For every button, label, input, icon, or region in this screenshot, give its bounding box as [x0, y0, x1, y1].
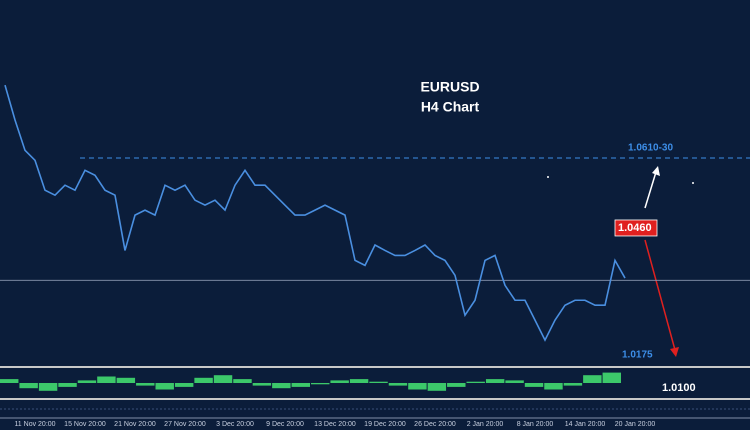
arrow: [644, 171, 657, 209]
oscillator-bar: [291, 383, 310, 387]
x-tick-label: 21 Nov 20:00: [114, 421, 156, 428]
oscillator-bar: [485, 379, 505, 383]
oscillator-bar: [447, 383, 466, 387]
dot: [692, 182, 694, 184]
oscillator-bar: [311, 383, 330, 385]
x-tick-label: 8 Jan 20:00: [517, 421, 554, 428]
x-tick-label: 15 Nov 20:00: [64, 421, 106, 428]
oscillator-bar: [116, 377, 136, 383]
x-tick-label: 3 Dec 20:00: [216, 421, 254, 428]
oscillator-bar: [330, 380, 349, 383]
oscillator-bar: [233, 379, 252, 383]
x-tick-label: 11 Nov 20:00: [14, 421, 55, 428]
oscillator-bar: [38, 383, 58, 391]
chart-subtitle: H4 Chart: [421, 99, 480, 115]
x-tick-label: 20 Jan 20:00: [615, 421, 656, 428]
oscillator-bar: [77, 380, 97, 383]
oscillator-bar: [524, 383, 544, 387]
oscillator-bar: [544, 383, 563, 390]
level-label: 1.0100: [662, 382, 696, 394]
dot: [547, 176, 549, 178]
oscillator-bar: [563, 383, 583, 386]
x-tick-label: 2 Jan 20:00: [467, 421, 504, 428]
level-badge: [614, 219, 658, 237]
oscillator-bar: [155, 383, 174, 390]
chart-title: EURUSD: [420, 79, 479, 95]
oscillator-bar: [194, 377, 213, 383]
level-label: 1.0175: [622, 350, 653, 361]
oscillator-bar: [388, 383, 408, 386]
x-tick-label: 14 Jan 20:00: [565, 421, 606, 428]
oscillator-bar: [272, 383, 291, 389]
price-line-series: [4, 84, 626, 342]
arrow-head: [670, 347, 679, 357]
arrow: [644, 239, 676, 351]
oscillator-bar: [427, 383, 447, 391]
oscillator-bar: [136, 383, 155, 386]
oscillator-bar: [602, 372, 621, 383]
x-tick-label: 9 Dec 20:00: [266, 421, 304, 428]
oscillator-bar: [0, 379, 19, 383]
x-tick-label: 27 Nov 20:00: [164, 421, 206, 428]
level-label: 1.0610-30: [628, 143, 673, 154]
oscillator-bar: [505, 380, 524, 383]
x-tick-label: 13 Dec 20:00: [314, 421, 356, 428]
level-label: 1.0460: [618, 222, 652, 234]
oscillator-bar: [349, 379, 369, 383]
oscillator-bar: [213, 375, 233, 383]
oscillator-bar: [174, 383, 194, 387]
oscillator-bar: [369, 381, 388, 383]
x-tick-label: 26 Dec 20:00: [414, 421, 456, 428]
oscillator-bar: [466, 381, 485, 383]
oscillator-bar: [252, 383, 272, 386]
oscillator-bar: [583, 375, 602, 383]
arrow-head: [652, 166, 660, 176]
oscillator-bar: [408, 383, 427, 390]
oscillator-bar: [97, 376, 116, 383]
x-tick-label: 19 Dec 20:00: [364, 421, 406, 428]
oscillator-bar: [58, 383, 77, 387]
oscillator-bar: [19, 383, 38, 389]
